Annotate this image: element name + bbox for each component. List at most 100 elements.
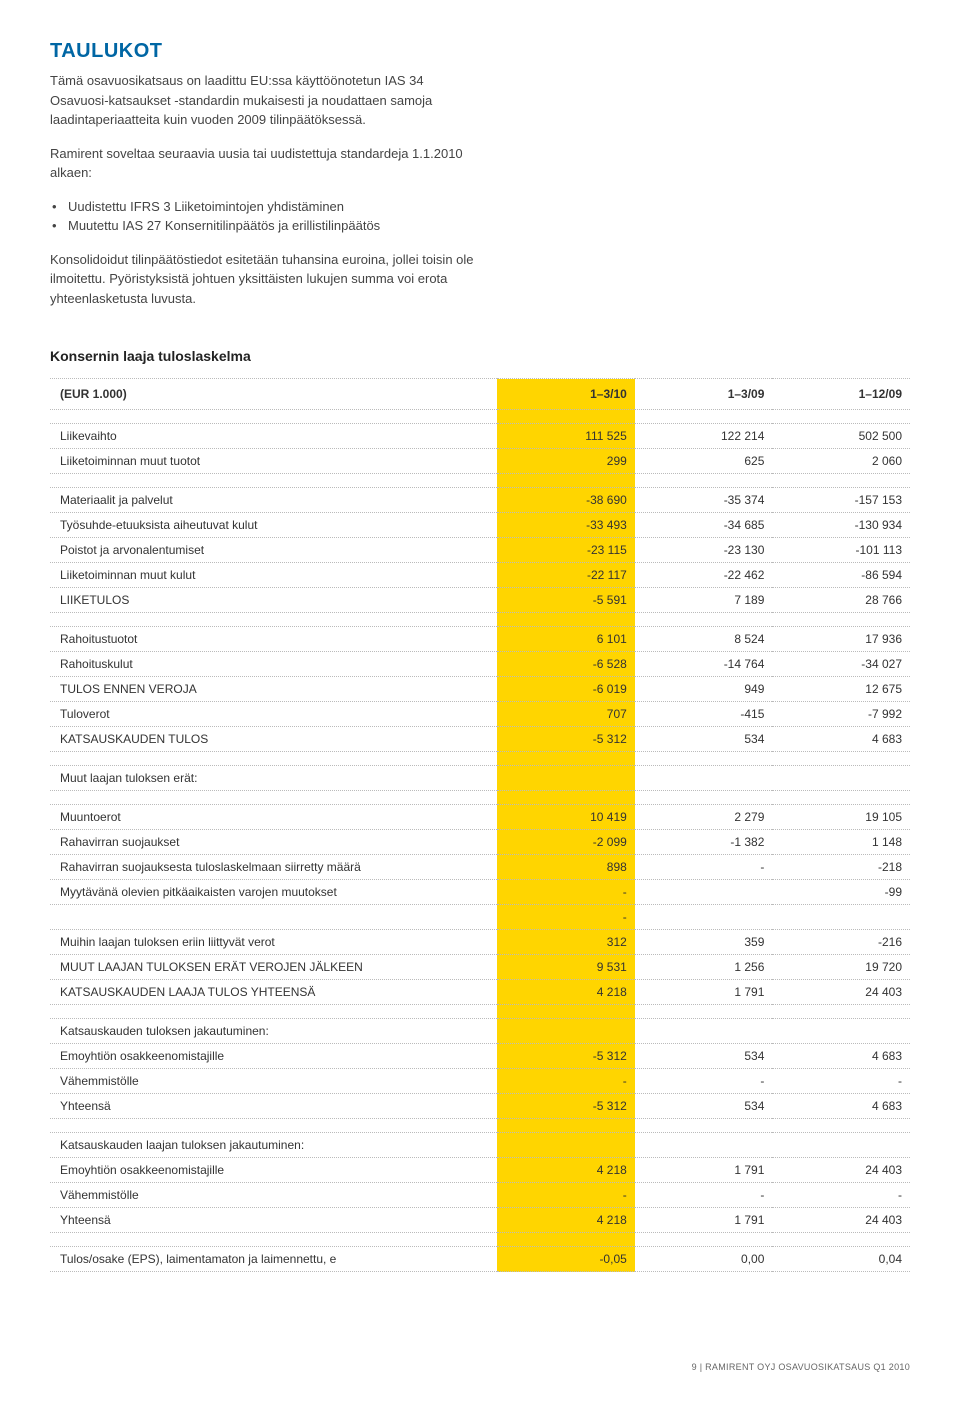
row-label: Rahoituskulut — [50, 652, 497, 677]
row-value: - — [497, 880, 635, 905]
row-label: LIIKETULOS — [50, 588, 497, 613]
row-value — [497, 1133, 635, 1158]
row-value: -22 117 — [497, 563, 635, 588]
row-value — [772, 1133, 910, 1158]
table-row: Rahoituskulut-6 528-14 764-34 027 — [50, 652, 910, 677]
table-row: Yhteensä4 2181 79124 403 — [50, 1208, 910, 1233]
spacer-cell — [635, 1119, 773, 1133]
table-row: Emoyhtiön osakkeenomistajille4 2181 7912… — [50, 1158, 910, 1183]
row-value: -0,05 — [497, 1247, 635, 1272]
row-value: -22 462 — [635, 563, 773, 588]
row-value: 502 500 — [772, 424, 910, 449]
table-row — [50, 752, 910, 766]
spacer-cell — [50, 791, 497, 805]
row-value: 9 531 — [497, 955, 635, 980]
spacer-cell — [635, 752, 773, 766]
row-value: 1 791 — [635, 1158, 773, 1183]
spacer-cell — [497, 752, 635, 766]
intro-paragraph-1: Tämä osavuosikatsaus on laadittu EU:ssa … — [50, 71, 480, 130]
row-value: 1 148 — [772, 830, 910, 855]
row-value: 359 — [635, 930, 773, 955]
row-label: Yhteensä — [50, 1094, 497, 1119]
row-label: Katsauskauden tuloksen jakautuminen: — [50, 1019, 497, 1044]
row-value — [772, 905, 910, 930]
spacer-cell — [772, 752, 910, 766]
row-label: MUUT LAAJAN TULOKSEN ERÄT VEROJEN JÄLKEE… — [50, 955, 497, 980]
table-row — [50, 613, 910, 627]
row-label: Rahavirran suojauksesta tuloslaskelmaan … — [50, 855, 497, 880]
row-value: 0,00 — [635, 1247, 773, 1272]
row-value: -157 153 — [772, 488, 910, 513]
table-row: KATSAUSKAUDEN TULOS-5 3125344 683 — [50, 727, 910, 752]
row-value: 7 189 — [635, 588, 773, 613]
row-value: -35 374 — [635, 488, 773, 513]
row-value: -38 690 — [497, 488, 635, 513]
table-row: Katsauskauden laajan tuloksen jakautumin… — [50, 1133, 910, 1158]
table-row: KATSAUSKAUDEN LAAJA TULOS YHTEENSÄ4 2181… — [50, 980, 910, 1005]
row-value: 2 279 — [635, 805, 773, 830]
row-label: Muihin laajan tuloksen eriin liittyvät v… — [50, 930, 497, 955]
row-value: 19 105 — [772, 805, 910, 830]
row-value: -23 130 — [635, 538, 773, 563]
spacer-cell — [497, 1119, 635, 1133]
row-value: -7 992 — [772, 702, 910, 727]
row-value: 2 060 — [772, 449, 910, 474]
spacer-cell — [772, 474, 910, 488]
row-label: Vähemmistölle — [50, 1183, 497, 1208]
row-value: 4 683 — [772, 727, 910, 752]
row-value: 534 — [635, 1094, 773, 1119]
row-label: Liikevaihto — [50, 424, 497, 449]
row-value: 625 — [635, 449, 773, 474]
row-value: 17 936 — [772, 627, 910, 652]
table-row: Rahavirran suojauksesta tuloslaskelmaan … — [50, 855, 910, 880]
row-label: Muuntoerot — [50, 805, 497, 830]
row-value: 898 — [497, 855, 635, 880]
spacer-cell — [50, 1233, 497, 1247]
row-value: -6 019 — [497, 677, 635, 702]
table-row: Emoyhtiön osakkeenomistajille-5 3125344 … — [50, 1044, 910, 1069]
row-value — [497, 1019, 635, 1044]
row-value: 28 766 — [772, 588, 910, 613]
page-title: TAULUKOT — [50, 40, 910, 63]
row-value: 707 — [497, 702, 635, 727]
spacer-cell — [635, 1005, 773, 1019]
row-value — [635, 880, 773, 905]
intro-bullet-1: Uudistettu IFRS 3 Liiketoimintojen yhdis… — [50, 197, 910, 217]
table-row: Materiaalit ja palvelut-38 690-35 374-15… — [50, 488, 910, 513]
row-label: Yhteensä — [50, 1208, 497, 1233]
row-value: -5 591 — [497, 588, 635, 613]
row-value — [635, 1133, 773, 1158]
row-value: 12 675 — [772, 677, 910, 702]
row-value: 4 683 — [772, 1094, 910, 1119]
row-value: 24 403 — [772, 1158, 910, 1183]
row-value: 4 218 — [497, 1158, 635, 1183]
row-value: -14 764 — [635, 652, 773, 677]
row-value: 19 720 — [772, 955, 910, 980]
row-label: Työsuhde-etuuksista aiheutuvat kulut — [50, 513, 497, 538]
row-value: 0,04 — [772, 1247, 910, 1272]
table-row: Poistot ja arvonalentumiset-23 115-23 13… — [50, 538, 910, 563]
row-label: KATSAUSKAUDEN LAAJA TULOS YHTEENSÄ — [50, 980, 497, 1005]
spacer-cell — [50, 613, 497, 627]
row-label: TULOS ENNEN VEROJA — [50, 677, 497, 702]
table-row: Liikevaihto111 525122 214502 500 — [50, 424, 910, 449]
spacer-cell — [50, 474, 497, 488]
spacer-cell — [635, 791, 773, 805]
intro-paragraph-3: Konsolidoidut tilinpäätöstiedot esitetää… — [50, 250, 480, 309]
row-label: Poistot ja arvonalentumiset — [50, 538, 497, 563]
spacer-cell — [497, 791, 635, 805]
row-value: - — [497, 1183, 635, 1208]
spacer-cell — [50, 410, 497, 424]
row-label: Liiketoiminnan muut kulut — [50, 563, 497, 588]
intro-paragraph-2: Ramirent soveltaa seuraavia uusia tai uu… — [50, 144, 480, 183]
row-value: 4 218 — [497, 1208, 635, 1233]
row-value: -101 113 — [772, 538, 910, 563]
intro-bullet-2: Muutettu IAS 27 Konsernitilinpäätös ja e… — [50, 216, 910, 236]
row-value: - — [635, 1069, 773, 1094]
row-value — [772, 1019, 910, 1044]
header-label: (EUR 1.000) — [50, 379, 497, 410]
table-row: TULOS ENNEN VEROJA-6 01994912 675 — [50, 677, 910, 702]
intro-bullets: Uudistettu IFRS 3 Liiketoimintojen yhdis… — [50, 197, 910, 236]
table-row: Työsuhde-etuuksista aiheutuvat kulut-33 … — [50, 513, 910, 538]
table-row: Vähemmistölle--- — [50, 1069, 910, 1094]
